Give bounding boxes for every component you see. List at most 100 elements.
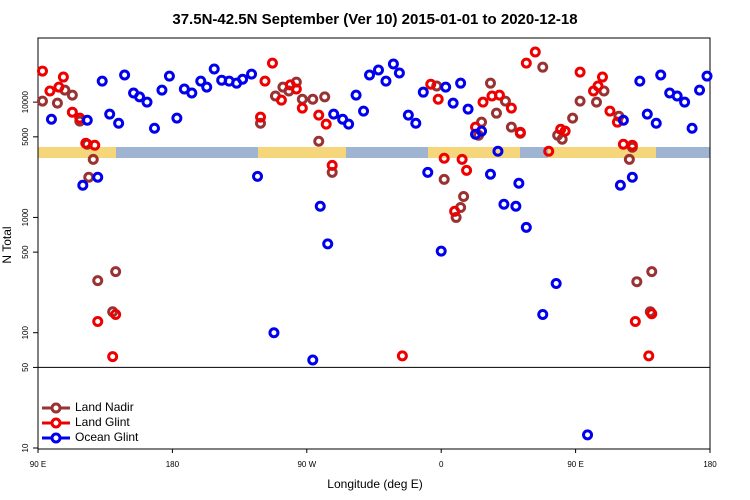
y-tick-label: 1000 (21, 208, 30, 226)
point (92, 275, 104, 287)
point (255, 111, 267, 123)
point (417, 86, 429, 98)
point (36, 95, 48, 107)
point (520, 57, 532, 69)
point (537, 61, 549, 73)
point (255, 117, 267, 129)
point (438, 152, 450, 164)
point (96, 75, 108, 87)
point (499, 95, 511, 107)
point (440, 81, 452, 93)
point (646, 266, 658, 278)
point (505, 102, 517, 114)
point (671, 90, 683, 102)
point (186, 87, 198, 99)
point (259, 75, 271, 87)
point (89, 139, 101, 151)
point (92, 316, 104, 328)
point (567, 112, 579, 124)
point (44, 85, 56, 97)
point (372, 64, 384, 76)
point (455, 77, 467, 89)
point (402, 109, 414, 121)
point (380, 75, 392, 87)
point (641, 108, 653, 120)
legend-marker (50, 432, 62, 444)
point (57, 71, 69, 83)
point (104, 108, 116, 120)
point (477, 96, 489, 108)
point (461, 164, 473, 176)
y-tick-label: 50 (21, 362, 30, 371)
point (119, 69, 131, 81)
point (650, 117, 662, 129)
point (81, 114, 93, 126)
point (77, 179, 89, 191)
y-tick-label: 10 (21, 443, 30, 452)
point (513, 177, 525, 189)
point (574, 95, 586, 107)
x-tick-label: 180 (703, 460, 717, 469)
point (328, 108, 340, 120)
x-tick-label: 90 W (297, 460, 316, 469)
point (350, 89, 362, 101)
point (53, 81, 65, 93)
point (307, 93, 319, 105)
point (438, 173, 450, 185)
point (514, 126, 526, 138)
point (582, 429, 594, 441)
point (110, 266, 122, 278)
point (141, 96, 153, 108)
point (626, 171, 638, 183)
point (574, 66, 586, 78)
point (45, 113, 57, 125)
point (614, 179, 626, 191)
point (343, 118, 355, 130)
point (543, 145, 555, 157)
point (617, 114, 629, 126)
point (462, 103, 474, 115)
point (326, 159, 338, 171)
point (623, 153, 635, 165)
point (484, 168, 496, 180)
point (36, 65, 48, 77)
point (163, 70, 175, 82)
point (634, 75, 646, 87)
x-axis-label: Longitude (deg E) (327, 477, 422, 491)
x-tick-label: 90 E (30, 460, 46, 469)
point (655, 69, 667, 81)
point (266, 57, 278, 69)
point (646, 308, 658, 320)
point (458, 190, 470, 202)
point (107, 351, 119, 363)
point (364, 69, 376, 81)
plot-frame (37, 37, 711, 450)
point (87, 153, 99, 165)
point (498, 198, 510, 210)
legend-marker (50, 417, 62, 429)
point (268, 327, 280, 339)
point (520, 221, 532, 233)
point (134, 91, 146, 103)
point (493, 89, 505, 101)
legend-marker (50, 402, 62, 414)
point (425, 78, 437, 90)
point (490, 107, 502, 119)
point (694, 84, 706, 96)
point (550, 278, 562, 290)
point (319, 91, 331, 103)
land-strip (428, 147, 520, 158)
series (45, 58, 713, 441)
point (110, 308, 122, 320)
x-tick-label: 0 (439, 460, 444, 469)
point (322, 238, 334, 250)
point (396, 350, 408, 362)
point (246, 68, 258, 80)
point (476, 125, 488, 137)
point (393, 67, 405, 79)
point (505, 121, 517, 133)
point (510, 200, 522, 212)
